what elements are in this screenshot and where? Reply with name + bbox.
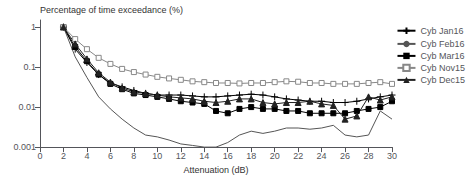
svg-text:0.01: 0.01	[18, 102, 36, 112]
svg-text:Cyb Mar16: Cyb Mar16	[420, 51, 464, 61]
svg-text:1: 1	[31, 22, 36, 32]
svg-text:18: 18	[246, 151, 256, 161]
svg-text:Cyb Jan16: Cyb Jan16	[420, 26, 463, 36]
svg-text:28: 28	[364, 151, 374, 161]
svg-text:Cyb Nov15: Cyb Nov15	[420, 63, 465, 73]
svg-text:26: 26	[340, 151, 350, 161]
svg-text:Attenuation (dB): Attenuation (dB)	[183, 165, 248, 175]
svg-text:14: 14	[199, 151, 209, 161]
svg-text:22: 22	[293, 151, 303, 161]
svg-text:16: 16	[223, 151, 233, 161]
svg-text:2: 2	[61, 151, 66, 161]
svg-text:20: 20	[270, 151, 280, 161]
svg-text:Percentage of time exceedance: Percentage of time exceedance (%)	[40, 5, 183, 15]
svg-text:0.001: 0.001	[13, 142, 36, 152]
svg-text:10: 10	[152, 151, 162, 161]
svg-text:0: 0	[37, 151, 42, 161]
svg-text:30: 30	[387, 151, 397, 161]
svg-text:4: 4	[84, 151, 89, 161]
svg-text:6: 6	[108, 151, 113, 161]
svg-text:12: 12	[176, 151, 186, 161]
svg-text:8: 8	[131, 151, 136, 161]
svg-text:24: 24	[317, 151, 327, 161]
svg-text:Cyb Feb16: Cyb Feb16	[420, 39, 464, 49]
svg-text:Cyb Dec15: Cyb Dec15	[420, 75, 465, 85]
svg-text:0.1: 0.1	[23, 62, 36, 72]
